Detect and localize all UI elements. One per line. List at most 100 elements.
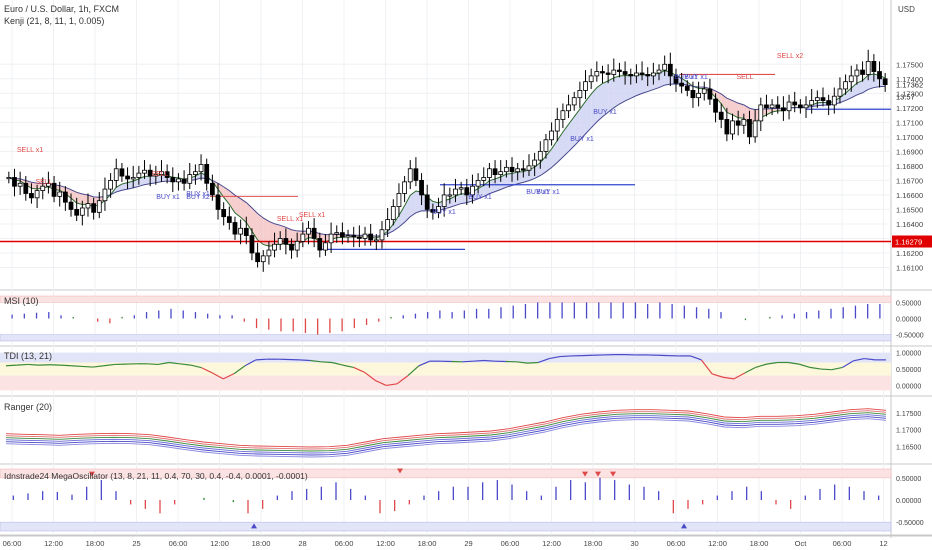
candle-body <box>571 97 577 106</box>
candle <box>735 110 741 136</box>
candle <box>571 91 577 111</box>
buy-arrow-marker <box>251 523 257 529</box>
candle <box>221 202 227 226</box>
candle-body <box>577 90 583 99</box>
time-axis-label: 06:00 <box>335 539 354 548</box>
candle-body <box>831 95 837 106</box>
sell-arrow-marker <box>610 471 616 477</box>
mega-axis-label: 0.50000 <box>896 476 921 483</box>
candle <box>453 178 458 203</box>
candle-body <box>266 249 272 257</box>
tdi-line-segment <box>168 361 180 365</box>
candle <box>650 62 656 85</box>
candle <box>232 216 238 240</box>
candle-body <box>57 191 63 197</box>
candle-body <box>786 101 792 112</box>
candle <box>102 177 108 211</box>
candle-body <box>481 177 487 181</box>
candle-body <box>639 72 645 75</box>
kenji-cloud-segment <box>234 195 241 218</box>
kenji-cloud-segment <box>461 193 467 204</box>
tdi-line-segment <box>71 365 83 368</box>
msi-axis-label: -0.50000 <box>896 333 924 340</box>
tdi-line-segment <box>5 364 17 367</box>
tdi-line-segment <box>473 359 485 362</box>
candle <box>430 203 436 220</box>
candle <box>470 174 475 204</box>
candle-body <box>51 182 57 197</box>
candle <box>362 226 368 246</box>
candle <box>74 197 80 222</box>
candle-body <box>6 177 12 180</box>
candle-body <box>617 69 622 72</box>
tdi-line-segment <box>103 363 115 367</box>
kenji-cloud-segment <box>121 182 128 191</box>
msi-axis-label: 0.50000 <box>896 300 921 307</box>
candle <box>549 122 554 146</box>
candle <box>373 234 379 251</box>
tdi-line-segment <box>331 361 343 366</box>
candle-body <box>113 168 119 181</box>
candle-body <box>645 74 651 77</box>
tdi-line-segment <box>766 361 778 365</box>
candle <box>108 173 113 198</box>
candle-body <box>526 165 532 171</box>
candle-body <box>775 104 781 109</box>
candle <box>153 165 159 185</box>
candle <box>769 99 775 116</box>
candle-body <box>447 194 453 197</box>
tdi-line-segment <box>233 365 246 375</box>
candle-body <box>68 201 74 210</box>
candle-body <box>277 238 283 245</box>
candle <box>809 88 815 114</box>
candle <box>617 62 622 78</box>
candle <box>566 94 571 118</box>
kenji-cloud-segment <box>500 174 507 190</box>
kenji-cloud-segment <box>642 74 648 94</box>
price-tick-label: 1.16900 <box>896 147 923 156</box>
signal-label-buy: BUY x1 <box>526 189 550 196</box>
tdi-line-segment <box>483 359 495 362</box>
kenji-cloud-segment <box>263 217 269 247</box>
tdi-line-segment <box>386 383 398 387</box>
candle <box>622 61 628 85</box>
price-tick-label: 1.16500 <box>896 205 923 214</box>
candle-body <box>588 75 594 83</box>
candle-body <box>679 82 685 87</box>
candle <box>62 186 68 211</box>
kenji-cloud-segment <box>743 104 750 124</box>
candle <box>605 64 611 84</box>
ranger-band-line <box>5 414 887 454</box>
tdi-line-segment <box>190 364 202 369</box>
candle <box>277 231 283 251</box>
kenji-cloud-segment <box>647 74 654 92</box>
candle <box>634 64 639 84</box>
candle-body <box>176 178 181 183</box>
candle <box>300 222 306 248</box>
candle-body <box>85 203 91 209</box>
time-axis-label: 18:00 <box>86 539 105 548</box>
time-axis-label: 06:00 <box>3 539 22 548</box>
candle-body <box>453 188 458 196</box>
price-tick-label: 1.17000 <box>896 133 923 142</box>
candle-body <box>758 104 764 122</box>
time-axis-label: 06:00 <box>667 539 686 548</box>
candle-body <box>650 72 656 77</box>
time-axis-label: 25 <box>132 539 140 548</box>
candle-body <box>634 72 639 77</box>
signal-label-buy: BUY x1 <box>536 189 560 196</box>
kenji-cloud-segment <box>506 173 513 188</box>
candle <box>125 167 130 190</box>
candle-body <box>62 191 68 203</box>
candle-body <box>871 60 877 72</box>
ranger-band-line <box>5 412 887 452</box>
ranger-band-line <box>5 416 887 456</box>
last-price-label: 1.17362 <box>896 80 923 89</box>
candle-body <box>34 190 40 199</box>
tdi-axis-label: 0.50000 <box>896 367 921 374</box>
tdi-line-segment <box>462 360 474 363</box>
kenji-cloud-segment <box>766 108 773 115</box>
candle-body <box>628 74 634 77</box>
buy-arrow-marker <box>681 523 687 529</box>
